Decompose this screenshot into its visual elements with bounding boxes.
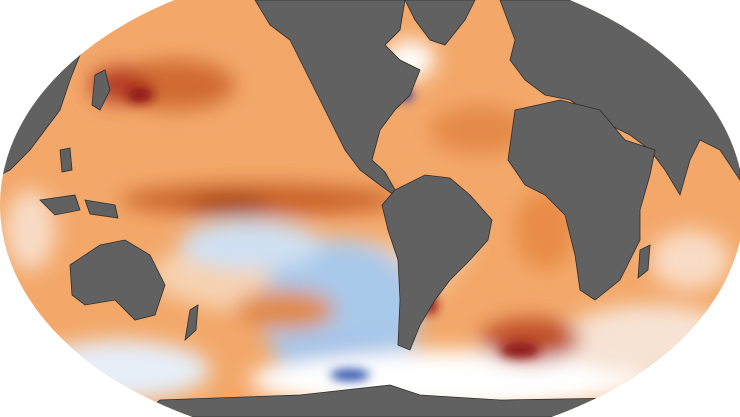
sst-anomaly-map xyxy=(0,0,740,417)
land xyxy=(0,0,740,417)
map-globe xyxy=(0,0,740,417)
page xyxy=(0,0,740,417)
